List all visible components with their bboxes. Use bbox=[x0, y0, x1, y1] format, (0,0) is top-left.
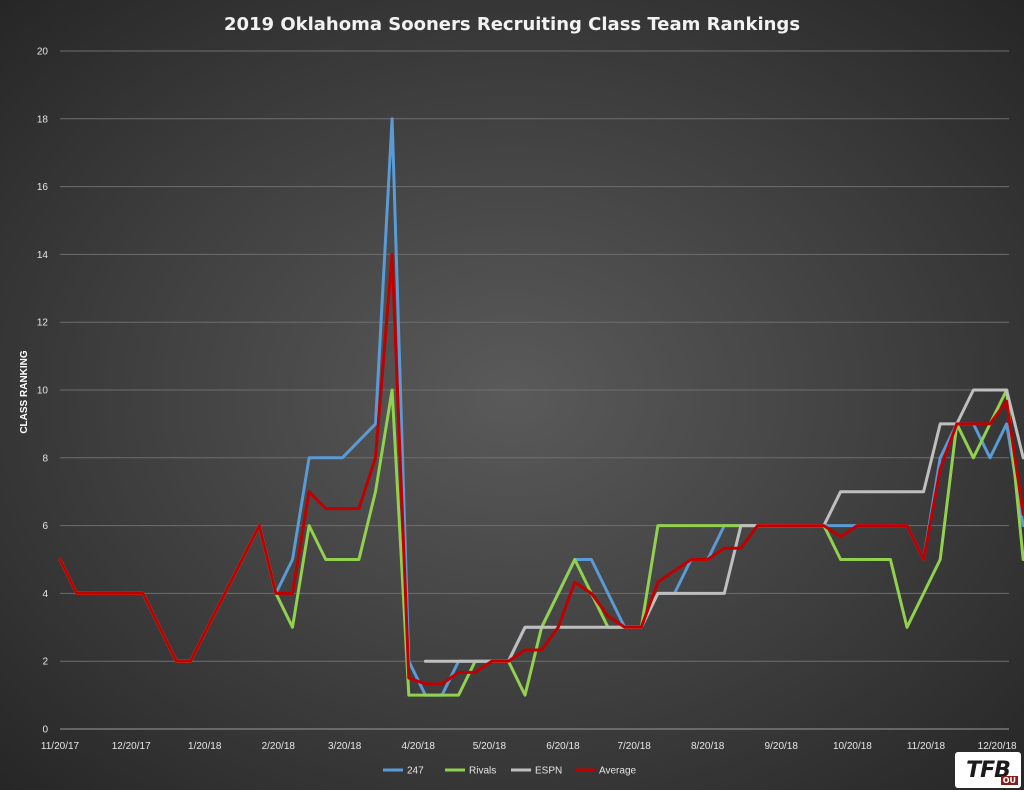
x-tick-label: 9/20/18 bbox=[765, 741, 799, 752]
series-line-247 bbox=[58, 117, 1024, 697]
x-tick-label: 11/20/17 bbox=[41, 741, 80, 752]
legend-label-average: Average bbox=[599, 766, 637, 777]
x-tick-label: 10/20/18 bbox=[833, 741, 872, 752]
y-axis-ticks: 0 2 4 6 8 10 12 14 16 18 20 bbox=[37, 47, 49, 736]
y-tick-label: 14 bbox=[37, 250, 49, 261]
legend: 247 Rivals ESPN Average bbox=[383, 766, 637, 777]
series-line-average bbox=[58, 252, 1024, 686]
x-tick-label: 3/20/18 bbox=[328, 741, 362, 752]
y-tick-label: 2 bbox=[42, 657, 48, 668]
gridlines bbox=[60, 50, 1009, 730]
y-tick-label: 16 bbox=[37, 182, 49, 193]
x-tick-label: 7/20/18 bbox=[617, 741, 651, 752]
legend-label-rivals: Rivals bbox=[469, 766, 496, 777]
y-tick-label: 10 bbox=[37, 386, 49, 397]
x-tick-label: 1/20/18 bbox=[188, 741, 222, 752]
x-tick-label: 5/20/18 bbox=[473, 741, 507, 752]
x-tick-label: 6/20/18 bbox=[546, 741, 580, 752]
y-tick-label: 4 bbox=[42, 589, 48, 600]
y-tick-label: 20 bbox=[37, 47, 49, 58]
x-tick-label: 4/20/18 bbox=[402, 741, 436, 752]
tfb-logo: TFB OU bbox=[955, 752, 1021, 788]
x-tick-label: 12/20/18 bbox=[978, 741, 1017, 752]
logo-subtext: OU bbox=[1000, 776, 1018, 785]
x-tick-label: 8/20/18 bbox=[691, 741, 725, 752]
y-tick-label: 8 bbox=[42, 453, 48, 464]
chart-title: 2019 Oklahoma Sooners Recruiting Class T… bbox=[224, 14, 800, 35]
y-tick-label: 12 bbox=[37, 318, 49, 329]
y-axis-label: CLASS RANKING bbox=[19, 350, 30, 434]
legend-label-247: 247 bbox=[407, 766, 424, 777]
y-tick-label: 6 bbox=[42, 521, 48, 532]
legend-label-espn: ESPN bbox=[535, 766, 562, 777]
y-tick-label: 0 bbox=[42, 725, 48, 736]
x-axis-ticks: 11/20/17 12/20/17 1/20/18 2/20/18 3/20/18 4/2… bbox=[41, 741, 1017, 752]
series-lines bbox=[58, 117, 1024, 697]
x-tick-label: 12/20/17 bbox=[112, 741, 151, 752]
x-tick-label: 11/20/18 bbox=[907, 741, 946, 752]
y-tick-label: 18 bbox=[37, 114, 49, 125]
x-tick-label: 2/20/18 bbox=[262, 741, 296, 752]
